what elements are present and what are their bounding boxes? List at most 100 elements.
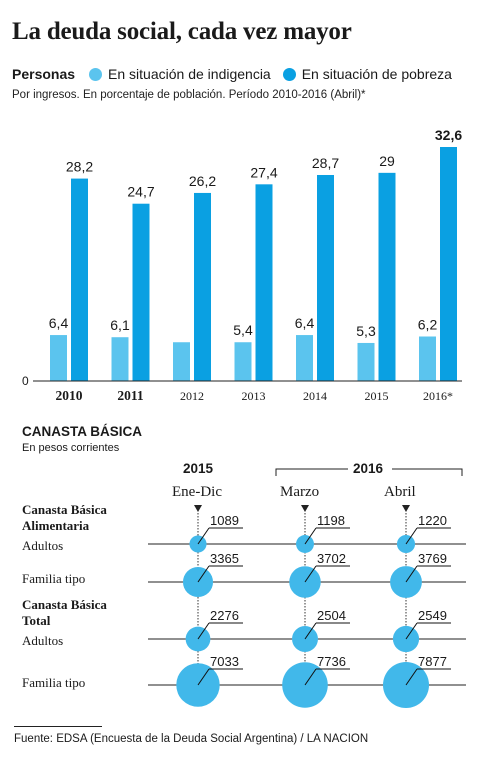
y-zero-label: 0 bbox=[22, 374, 29, 388]
section-total-line2: Total bbox=[22, 613, 51, 628]
legend-item-indigencia: En situación de indigencia bbox=[89, 66, 271, 82]
bar-label-pobreza-2016: 32,6 bbox=[435, 127, 462, 143]
bubble-leader-0-2 bbox=[405, 527, 418, 545]
value-label-2-0: 2276 bbox=[210, 608, 239, 623]
bubble-2-0 bbox=[185, 626, 211, 652]
column-marker-2 bbox=[402, 505, 410, 512]
value-label-3-1: 7736 bbox=[317, 654, 346, 669]
bar-label-indigencia-2010: 6,4 bbox=[49, 315, 69, 331]
bar-pobreza-2010 bbox=[71, 178, 88, 381]
column-marzo: Marzo bbox=[280, 484, 320, 500]
bar-chart: 6,4 28,2 2010 6,1 24,7 2011 26,2 2012 5,4 27,4 201… bbox=[22, 127, 462, 403]
bar-pobreza-2011 bbox=[132, 203, 150, 381]
value-label-1-2: 3769 bbox=[418, 551, 447, 566]
x-tick-2016: 2016* bbox=[423, 389, 453, 403]
bar-pobreza-2014 bbox=[317, 174, 334, 381]
legend-item-pobreza: En situación de pobreza bbox=[282, 66, 452, 82]
chart-subtitle: Por ingresos. En porcentaje de población… bbox=[12, 89, 366, 101]
section-alimentaria-label: Canasta Básica Alimentaria bbox=[22, 502, 107, 534]
bubble-1-2 bbox=[390, 566, 422, 598]
bubble-leader-0-0 bbox=[197, 527, 210, 545]
bar-pobreza-2016 bbox=[440, 147, 457, 381]
bubble-2-1 bbox=[292, 626, 318, 652]
bar-label-indigencia-2016: 6,2 bbox=[418, 316, 438, 332]
bubble-0-2 bbox=[396, 534, 416, 554]
bubble-leader-3-2 bbox=[405, 668, 418, 686]
value-label-3-2: 7877 bbox=[418, 654, 447, 669]
bar-indigencia-2015 bbox=[357, 342, 375, 381]
bubble-leader-2-1 bbox=[304, 622, 317, 640]
column-abril: Abril bbox=[384, 484, 416, 500]
bubble-leader-3-0 bbox=[197, 668, 210, 686]
value-label-2-1: 2504 bbox=[317, 608, 346, 623]
x-tick-2012: 2012 bbox=[180, 389, 204, 403]
bar-indigencia-2013 bbox=[234, 342, 252, 381]
bar-label-indigencia-2011: 6,1 bbox=[110, 317, 130, 333]
column-marker-1 bbox=[301, 505, 309, 512]
legend-text-pobreza: En situación de pobreza bbox=[301, 66, 452, 82]
x-tick-2010: 2010 bbox=[56, 388, 83, 403]
legend-swatch-pobreza bbox=[282, 67, 296, 81]
x-tick-2011: 2011 bbox=[117, 388, 144, 403]
bar-indigencia-2016 bbox=[419, 336, 436, 381]
value-label-0-2: 1220 bbox=[418, 513, 447, 528]
section-alimentaria-line1: Canasta Básica bbox=[22, 502, 107, 517]
section-total-line1: Canasta Básica bbox=[22, 597, 107, 612]
bar-label-pobreza-2014: 28,7 bbox=[312, 155, 339, 171]
bubble-leader-1-2 bbox=[405, 565, 418, 583]
bubble-1-0 bbox=[182, 566, 214, 598]
bubble-0-0 bbox=[189, 535, 207, 553]
row-label-alimentaria-familia: Familia tipo bbox=[22, 571, 86, 586]
bubble-leader-1-0 bbox=[197, 565, 210, 583]
bubble-3-1 bbox=[282, 662, 328, 708]
bar-pobreza-2015 bbox=[378, 172, 396, 381]
chart-title: La deuda social, cada vez mayor bbox=[12, 18, 352, 45]
x-tick-2013: 2013 bbox=[242, 389, 266, 403]
value-label-0-1: 1198 bbox=[317, 513, 345, 528]
row-label-alimentaria-adultos: Adultos bbox=[22, 538, 64, 553]
value-label-1-1: 3702 bbox=[317, 551, 346, 566]
bubble-0-1 bbox=[296, 535, 314, 553]
bar-label-indigencia-2015: 5,3 bbox=[356, 323, 376, 339]
bar-label-pobreza-2011: 24,7 bbox=[127, 184, 154, 200]
footer-rule bbox=[14, 726, 102, 727]
bar-pobreza-2013 bbox=[255, 184, 273, 381]
bubble-leader-1-1 bbox=[304, 565, 317, 583]
legend-text-indigencia: En situación de indigencia bbox=[108, 66, 271, 82]
value-label-3-0: 7033 bbox=[210, 654, 239, 669]
bar-label-pobreza-2010: 28,2 bbox=[66, 159, 93, 175]
bubble-1-1 bbox=[289, 566, 321, 598]
bar-indigencia-2010 bbox=[50, 335, 67, 381]
bar-label-pobreza-2015: 29 bbox=[379, 153, 395, 169]
bar-indigencia-2012 bbox=[173, 342, 190, 381]
column-ene-dic: Ene-Dic bbox=[172, 484, 222, 500]
bubble-leader-0-1 bbox=[304, 527, 317, 545]
bar-indigencia-2014 bbox=[296, 335, 313, 381]
source-footer: Fuente: EDSA (Encuesta de la Deuda Socia… bbox=[14, 733, 369, 745]
value-label-1-0: 3365 bbox=[210, 551, 239, 566]
bubble-3-0 bbox=[176, 663, 220, 707]
value-label-2-2: 2549 bbox=[418, 608, 447, 623]
year-2016: 2016 bbox=[353, 461, 384, 476]
section-alimentaria-line2: Alimentaria bbox=[22, 518, 90, 533]
bubble-3-2 bbox=[383, 662, 429, 708]
year-2015: 2015 bbox=[183, 461, 214, 476]
row-label-total-familia: Familia tipo bbox=[22, 675, 86, 690]
bar-label-indigencia-2013: 5,4 bbox=[233, 322, 253, 338]
x-tick-2015: 2015 bbox=[365, 389, 389, 403]
canasta-title: CANASTA BÁSICA bbox=[22, 424, 142, 439]
bubble-leader-3-1 bbox=[304, 668, 317, 686]
bar-indigencia-2011 bbox=[111, 337, 129, 381]
bar-pobreza-2012 bbox=[194, 192, 211, 381]
bubble-leader-2-0 bbox=[197, 622, 210, 640]
bar-label-pobreza-2012: 26,2 bbox=[189, 173, 216, 189]
row-label-total-adultos: Adultos bbox=[22, 633, 64, 648]
column-marker-0 bbox=[194, 505, 202, 512]
value-label-0-0: 1089 bbox=[210, 513, 239, 528]
bar-label-indigencia-2014: 6,4 bbox=[295, 315, 315, 331]
legend-label: Personas bbox=[12, 66, 76, 82]
section-total-label: Canasta Básica Total bbox=[22, 597, 107, 629]
legend: Personas En situación de indigencia En s… bbox=[12, 66, 464, 82]
legend-swatch-indigencia bbox=[89, 67, 103, 81]
x-tick-2014: 2014 bbox=[303, 389, 327, 403]
